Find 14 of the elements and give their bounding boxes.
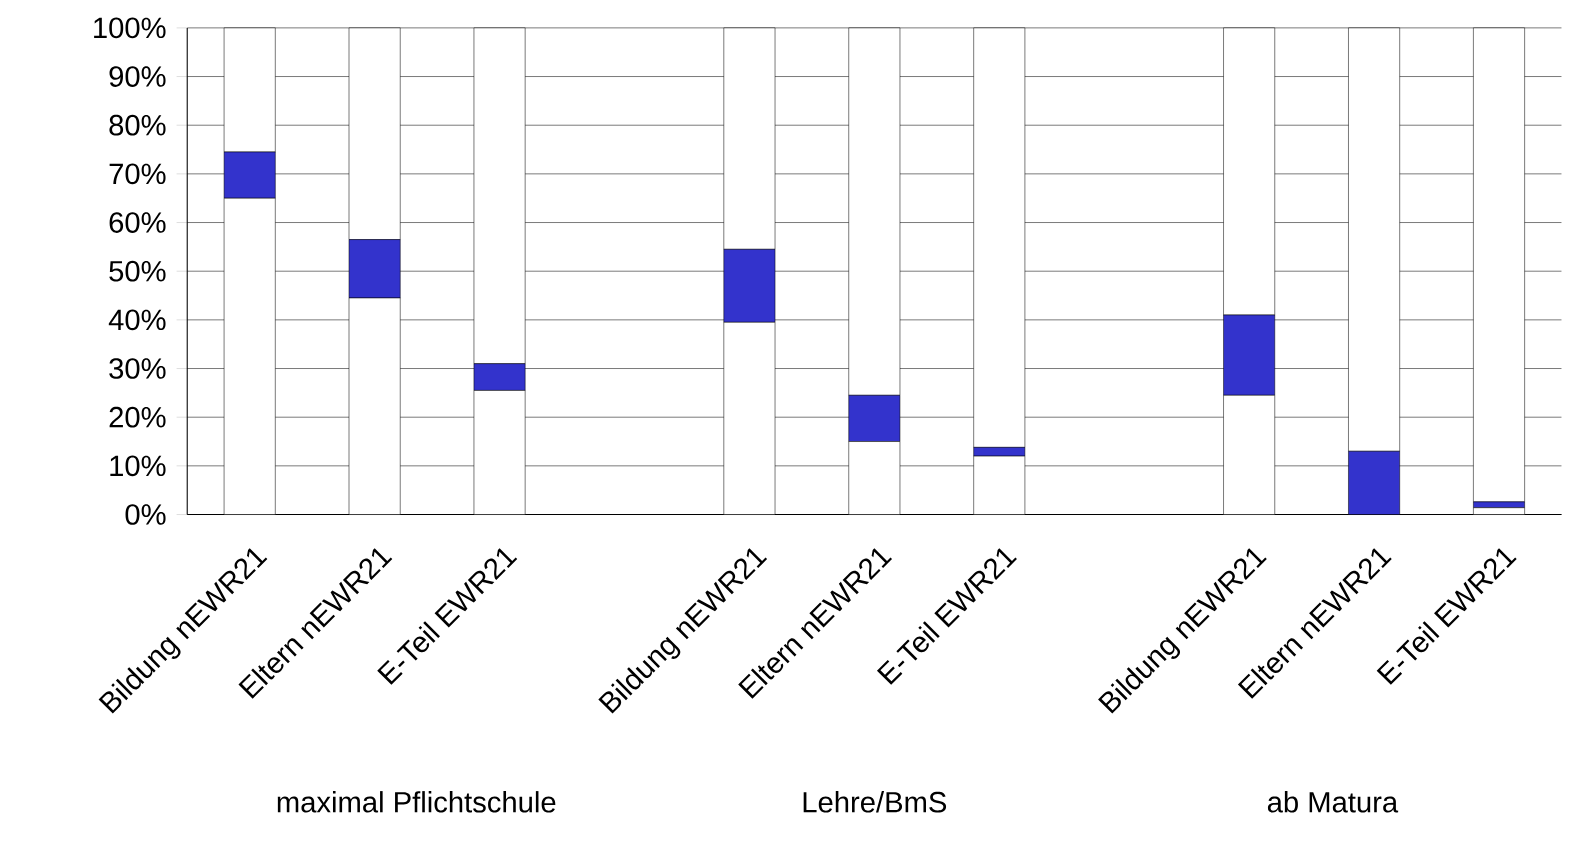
y-tick-label: 0%: [125, 504, 166, 525]
y-tick-label: 70%: [109, 163, 166, 185]
y-tick-label: 10%: [110, 455, 166, 477]
text: Lehre/BmS: [803, 791, 947, 813]
text: ab Matura: [1267, 791, 1399, 813]
y-tick-label: 60%: [109, 212, 166, 233]
y-tick-label: 50%: [109, 260, 166, 282]
y-tick-label: 30%: [109, 358, 166, 379]
y-tick-label: 80%: [109, 114, 166, 136]
text: maximal Pflichtschule: [277, 791, 556, 813]
y-tick-label: 100%: [94, 17, 166, 39]
y-tick-label: 20%: [109, 406, 166, 428]
y-tick-label: 90%: [109, 66, 166, 87]
y-tick-label: 40%: [108, 309, 166, 331]
